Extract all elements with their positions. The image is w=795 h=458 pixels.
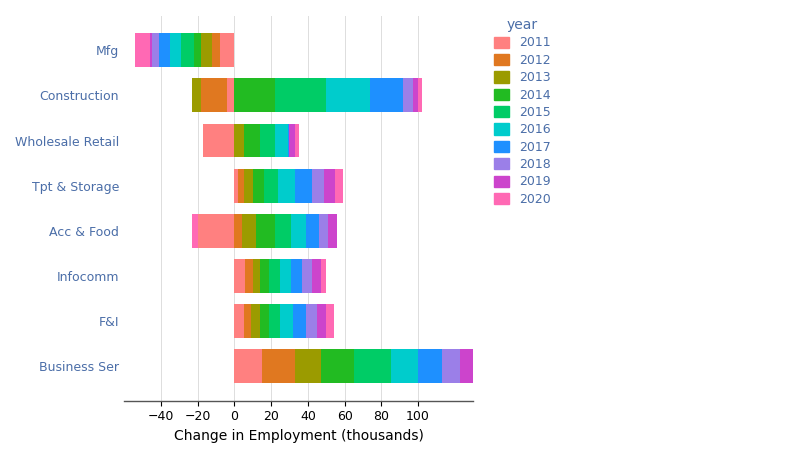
Bar (413, 78, 418, 112)
Bar (198, 214, 235, 248)
Bar (317, 304, 326, 338)
Bar (418, 78, 422, 112)
Bar (149, 33, 152, 67)
Bar (403, 78, 413, 112)
Bar (270, 304, 281, 338)
Bar (235, 349, 262, 383)
Bar (275, 214, 291, 248)
Bar (135, 33, 149, 67)
Bar (235, 169, 238, 202)
Bar (181, 33, 194, 67)
Bar (312, 259, 320, 293)
Bar (306, 214, 319, 248)
Bar (243, 169, 253, 202)
Bar (306, 304, 317, 338)
Bar (227, 78, 235, 112)
Bar (291, 214, 306, 248)
Bar (159, 33, 170, 67)
Bar (319, 214, 328, 248)
Bar (246, 259, 253, 293)
Legend: 2011, 2012, 2013, 2014, 2015, 2016, 2017, 2018, 2019, 2020: 2011, 2012, 2013, 2014, 2015, 2016, 2017… (490, 14, 554, 210)
Bar (295, 349, 320, 383)
Bar (302, 259, 312, 293)
Bar (260, 304, 270, 338)
Bar (242, 214, 257, 248)
Bar (390, 349, 418, 383)
X-axis label: Change in Employment (thousands): Change in Employment (thousands) (174, 429, 424, 443)
Bar (281, 259, 291, 293)
Bar (152, 33, 159, 67)
Bar (293, 304, 306, 338)
Bar (281, 304, 293, 338)
Bar (235, 78, 275, 112)
Bar (201, 33, 212, 67)
Bar (370, 78, 403, 112)
Bar (235, 304, 243, 338)
Bar (243, 124, 260, 158)
Bar (320, 259, 326, 293)
Bar (235, 124, 243, 158)
Bar (442, 349, 460, 383)
Bar (238, 169, 243, 202)
Bar (275, 78, 326, 112)
Bar (270, 259, 281, 293)
Bar (354, 349, 390, 383)
Bar (275, 124, 288, 158)
Bar (260, 124, 275, 158)
Bar (235, 214, 242, 248)
Bar (170, 33, 181, 67)
Bar (278, 169, 295, 202)
Bar (243, 304, 251, 338)
Bar (192, 214, 198, 248)
Bar (324, 169, 335, 202)
Bar (235, 259, 246, 293)
Bar (291, 259, 302, 293)
Bar (326, 304, 334, 338)
Bar (212, 33, 219, 67)
Bar (251, 304, 260, 338)
Bar (335, 169, 343, 202)
Bar (253, 169, 264, 202)
Bar (264, 169, 278, 202)
Bar (295, 169, 312, 202)
Bar (289, 124, 295, 158)
Bar (192, 78, 201, 112)
Bar (312, 169, 324, 202)
Bar (260, 259, 270, 293)
Bar (477, 349, 490, 383)
Bar (253, 259, 260, 293)
Bar (295, 124, 299, 158)
Bar (203, 124, 235, 158)
Bar (288, 124, 289, 158)
Bar (262, 349, 295, 383)
Bar (326, 78, 370, 112)
Bar (257, 214, 275, 248)
Bar (418, 349, 442, 383)
Bar (219, 33, 235, 67)
Bar (201, 78, 227, 112)
Bar (320, 349, 354, 383)
Bar (194, 33, 201, 67)
Bar (328, 214, 337, 248)
Bar (460, 349, 477, 383)
